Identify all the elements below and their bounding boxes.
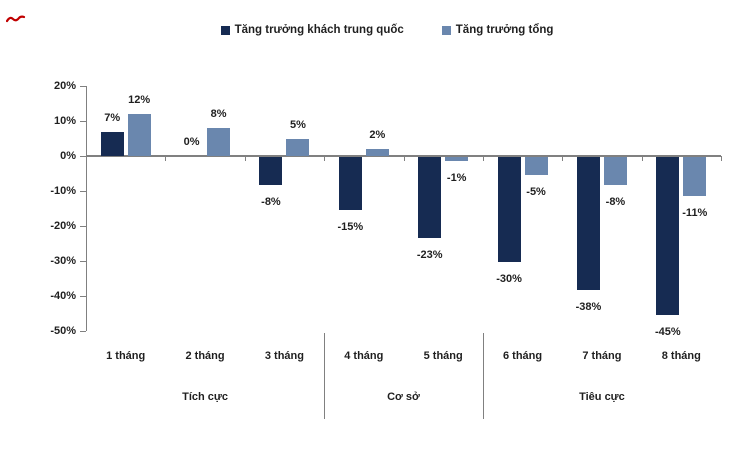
bar-china-growth <box>259 157 283 185</box>
data-label: 5% <box>289 118 306 131</box>
legend-item-china-growth: Tăng trưởng khách trung quốc <box>220 24 404 36</box>
bar-total-growth <box>445 157 469 161</box>
bar-total-growth <box>127 114 151 156</box>
y-tick <box>80 156 86 157</box>
x-tick <box>721 156 722 161</box>
y-axis-line <box>86 86 87 331</box>
group-label: Tiêu cực <box>579 391 625 403</box>
legend-swatch-china-growth <box>220 25 230 35</box>
y-tick <box>80 331 86 332</box>
bar-china-growth <box>576 157 600 290</box>
data-label: -38% <box>575 301 602 313</box>
data-label: -30% <box>496 273 522 285</box>
y-tick-label: 0% <box>60 150 76 162</box>
data-label: 2% <box>369 129 386 141</box>
x-tick <box>324 156 325 161</box>
category-label: 2 tháng <box>185 350 225 362</box>
y-tick-label: -40% <box>50 290 76 302</box>
bar-total-growth <box>286 138 310 156</box>
data-label: -5% <box>526 185 546 198</box>
bar-total-growth <box>683 157 707 196</box>
bar-china-growth <box>100 131 124 156</box>
x-tick <box>245 156 246 161</box>
data-label: -15% <box>337 220 364 233</box>
data-label: -8% <box>605 196 626 208</box>
y-tick-label: -10% <box>50 185 76 197</box>
y-tick <box>80 86 86 87</box>
y-tick <box>80 296 86 297</box>
data-label: -1% <box>446 171 467 184</box>
x-axis-line <box>86 155 721 157</box>
y-tick <box>80 191 86 192</box>
data-label: -23% <box>416 248 443 261</box>
bar-total-growth <box>365 149 389 156</box>
y-tick-label: -20% <box>50 220 76 232</box>
data-label: 7% <box>104 111 121 124</box>
y-tick-label: 20% <box>53 80 76 92</box>
legend-label-total-growth: Tăng trưởng tổng <box>455 24 554 36</box>
data-label: 12% <box>128 94 151 106</box>
group-divider <box>324 333 325 419</box>
category-label: 6 tháng <box>503 350 543 362</box>
x-tick <box>642 156 643 161</box>
x-tick <box>562 156 563 161</box>
x-tick <box>483 156 484 161</box>
category-label: 4 tháng <box>344 350 384 362</box>
bar-china-growth <box>418 157 442 238</box>
x-tick <box>165 156 166 161</box>
bar-china-growth <box>656 157 680 315</box>
x-tick <box>404 156 405 161</box>
bar-total-growth <box>603 157 627 185</box>
bar-total-growth <box>207 128 231 156</box>
group-divider <box>483 333 484 419</box>
bar-china-growth <box>338 157 362 210</box>
y-tick <box>80 121 86 122</box>
y-tick <box>80 226 86 227</box>
x-tick <box>86 156 87 161</box>
group-label: Tích cực <box>182 391 228 403</box>
bar-china-growth <box>497 157 521 262</box>
red-scribble-mark <box>6 15 26 23</box>
bar-total-growth <box>524 157 548 175</box>
legend-label-china-growth: Tăng trưởng khách trung quốc <box>234 24 404 36</box>
data-label: 8% <box>210 108 227 120</box>
data-label: 0% <box>183 136 200 148</box>
legend-item-total-growth: Tăng trưởng tổng <box>441 24 554 36</box>
category-label: 3 tháng <box>264 350 304 362</box>
data-label: -45% <box>654 325 681 338</box>
y-tick-label: 10% <box>53 115 76 127</box>
category-label: 7 tháng <box>582 350 622 362</box>
category-label: 5 tháng <box>423 350 463 362</box>
group-label: Cơ sở <box>387 391 420 403</box>
y-tick-label: -30% <box>50 255 76 267</box>
y-tick-label: -50% <box>50 325 76 337</box>
data-label: -11% <box>682 206 708 219</box>
category-label: 1 tháng <box>106 350 146 362</box>
chart-legend: Tăng trưởng khách trung quốc Tăng trưởng… <box>12 24 750 36</box>
legend-swatch-total-growth <box>441 25 451 35</box>
y-tick <box>80 261 86 262</box>
category-label: 8 tháng <box>661 350 701 362</box>
data-label: -8% <box>261 196 281 208</box>
